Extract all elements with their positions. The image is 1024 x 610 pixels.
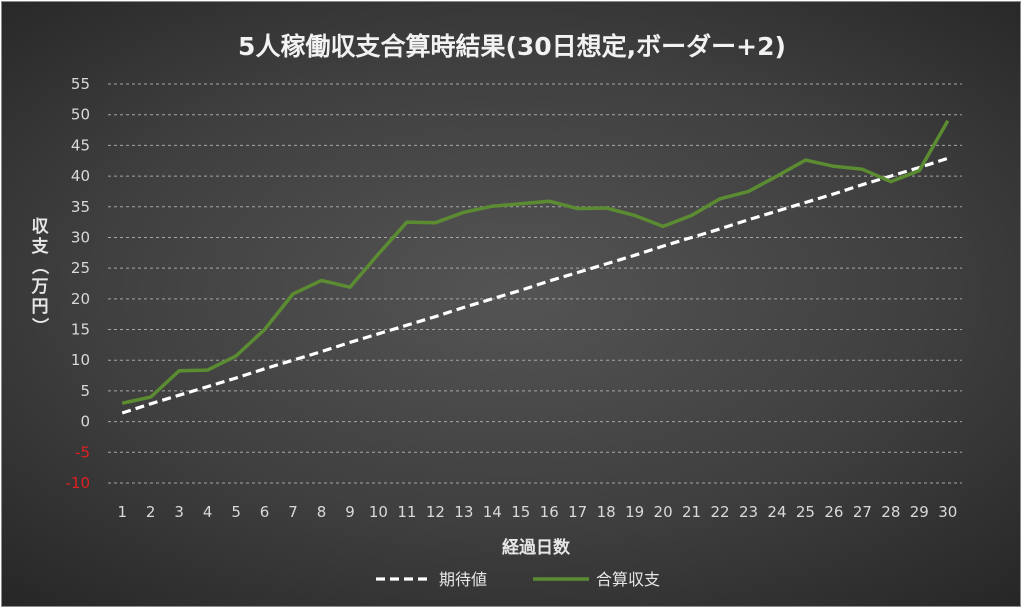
x-tick-label: 16 (540, 503, 559, 521)
x-tick-label: 5 (231, 503, 241, 521)
x-axis-title: 経過日数 (502, 537, 571, 558)
x-tick-label: 3 (174, 503, 184, 521)
x-tick-label: 13 (454, 503, 473, 521)
x-tick-label: 2 (146, 503, 156, 521)
series-line-0 (121, 156, 949, 415)
legend-label-1: 合算収支 (596, 570, 660, 589)
y-tick-label: 20 (71, 290, 90, 308)
y-axis-title-char: 収 (32, 217, 50, 237)
x-tick-label: 27 (853, 503, 872, 521)
y-tick-label: 10 (71, 351, 90, 369)
x-axis-ticks: 1 2 3 4 5 6 7 8 9 10 11 12 13 14 15 16 17 18 19 20 21 22 23 24 2… (117, 503, 957, 521)
series-lines (121, 119, 950, 415)
y-axis-title-char: （ (29, 258, 50, 275)
x-tick-label: 9 (345, 503, 355, 521)
y-tick-label: 25 (71, 259, 90, 277)
y-tick-label: -10 (66, 474, 91, 492)
x-tick-label: 6 (260, 503, 270, 521)
y-axis-title-char: ） (29, 318, 50, 335)
x-tick-label: 11 (397, 503, 416, 521)
x-tick-label: 21 (682, 503, 701, 521)
x-tick-label: 1 (117, 503, 127, 521)
x-tick-label: 17 (568, 503, 587, 521)
x-tick-label: 4 (203, 503, 213, 521)
chart-title: 5人稼働収支合算時結果(30日想定,ボーダー+2) (238, 32, 786, 61)
x-tick-label: 12 (426, 503, 445, 521)
gridlines (108, 83, 962, 484)
y-axis-title-char: 支 (32, 236, 50, 257)
x-tick-label: 14 (483, 503, 502, 521)
x-tick-label: 19 (625, 503, 644, 521)
x-tick-label: 7 (288, 503, 298, 521)
y-tick-label: 50 (71, 106, 90, 124)
legend-label-0: 期待値 (439, 570, 487, 589)
y-tick-label: 30 (71, 228, 90, 246)
y-tick-label: 40 (71, 167, 90, 185)
y-tick-label: 45 (71, 136, 90, 154)
legend: 期待値 合算収支 (376, 570, 660, 589)
y-tick-label: 35 (71, 198, 90, 216)
y-tick-label: 55 (71, 75, 90, 93)
x-tick-label: 8 (317, 503, 327, 521)
y-axis-title-char: 万 (31, 277, 49, 297)
x-tick-label: 22 (710, 503, 729, 521)
x-tick-label: 30 (938, 503, 957, 521)
x-tick-label: 23 (739, 503, 758, 521)
x-tick-label: 26 (824, 503, 843, 521)
series-line-1 (121, 119, 950, 405)
x-tick-label: 25 (796, 503, 815, 521)
y-tick-label: 5 (80, 382, 90, 400)
x-tick-label: 20 (654, 503, 673, 521)
x-tick-label: 10 (369, 503, 388, 521)
y-tick-label: -5 (75, 443, 90, 461)
x-tick-label: 24 (767, 503, 786, 521)
x-tick-label: 28 (881, 503, 900, 521)
x-tick-label: 15 (511, 503, 530, 521)
x-tick-label: 29 (910, 503, 929, 521)
y-tick-label: 0 (80, 413, 90, 431)
y-axis-title: 収支（ 万円） (29, 217, 50, 335)
x-tick-label: 18 (597, 503, 616, 521)
y-tick-label: 15 (71, 321, 90, 339)
y-axis-title-char: 円 (32, 297, 49, 317)
